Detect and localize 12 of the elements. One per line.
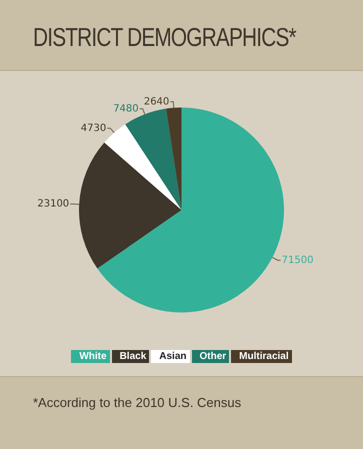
legend-label: Multiracial bbox=[239, 350, 292, 363]
data-label: 2640 bbox=[144, 96, 170, 108]
legend-label: Black bbox=[120, 350, 150, 363]
chart-title: DISTRICT DEMOGRAPHICS* bbox=[33, 22, 296, 53]
data-label: 23100 bbox=[37, 198, 70, 210]
text: *According to the 2010 U.S. Census bbox=[33, 395, 242, 410]
legend-label: White bbox=[79, 350, 110, 363]
legend-label: Asian bbox=[159, 350, 190, 363]
data-label: 71500 bbox=[282, 254, 314, 266]
data-label: 4730 bbox=[80, 122, 106, 134]
legend-label: Other bbox=[200, 350, 230, 363]
data-label: 7480 bbox=[113, 103, 139, 114]
